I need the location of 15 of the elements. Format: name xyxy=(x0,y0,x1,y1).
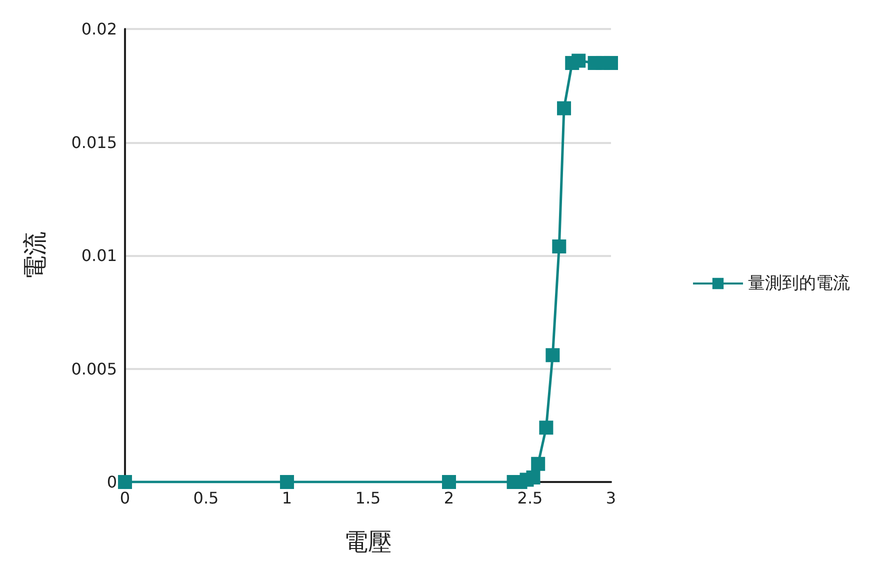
x-tick-label: 2 xyxy=(444,488,454,508)
y-tick-label: 0.01 xyxy=(81,246,117,265)
legend-label: 量測到的電流 xyxy=(748,274,850,294)
x-tick-label: 1 xyxy=(282,488,292,508)
y-tick-label: 0 xyxy=(106,472,117,492)
y-axis-title: 電流 xyxy=(21,232,49,280)
x-tick-label: 3 xyxy=(606,488,616,508)
y-tick-label: 0.02 xyxy=(81,20,117,38)
x-axis-title: 電壓 xyxy=(344,528,392,556)
x-tick-label: 1.5 xyxy=(355,488,381,508)
x-tick-label: 0.5 xyxy=(193,488,219,508)
y-tick-label: 0.005 xyxy=(71,359,117,378)
x-tick-label: 2.5 xyxy=(517,488,543,508)
x-tick-label: 0 xyxy=(120,488,130,508)
y-tick-label: 0.015 xyxy=(71,132,117,152)
